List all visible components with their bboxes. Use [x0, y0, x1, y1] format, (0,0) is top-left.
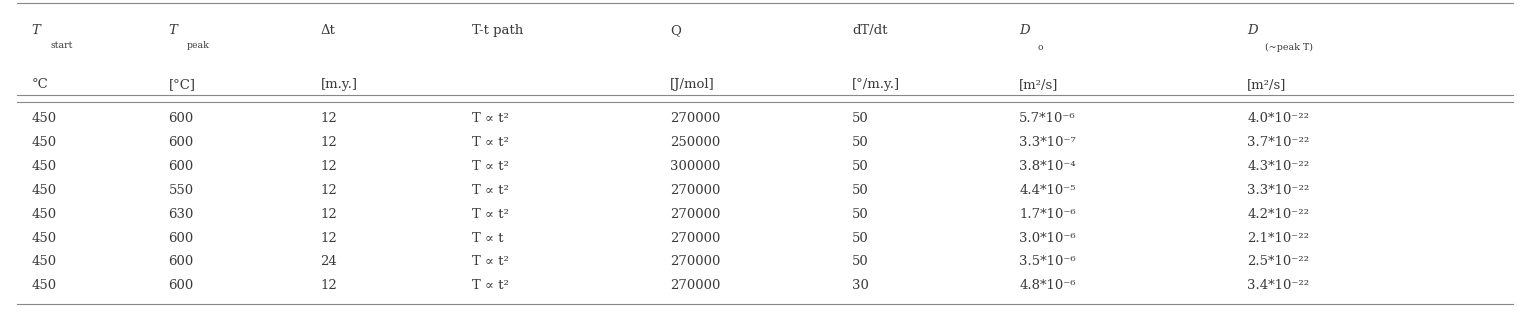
Text: 1.7*10⁻⁶: 1.7*10⁻⁶ [1020, 208, 1076, 221]
Text: [°C]: [°C] [169, 78, 195, 91]
Text: T ∝ t²: T ∝ t² [472, 256, 510, 268]
Text: 2.5*10⁻²²: 2.5*10⁻²² [1247, 256, 1309, 268]
Text: start: start [50, 41, 73, 50]
Text: T ∝ t²: T ∝ t² [472, 136, 510, 149]
Text: T ∝ t: T ∝ t [472, 231, 504, 245]
Text: T-t path: T-t path [472, 24, 524, 37]
Text: 5.7*10⁻⁶: 5.7*10⁻⁶ [1020, 112, 1076, 125]
Text: 450: 450 [32, 184, 56, 197]
Text: 50: 50 [852, 160, 869, 173]
Text: D: D [1020, 24, 1030, 37]
Text: [m.y.]: [m.y.] [321, 78, 358, 91]
Text: 2.1*10⁻²²: 2.1*10⁻²² [1247, 231, 1309, 245]
Text: 4.4*10⁻⁵: 4.4*10⁻⁵ [1020, 184, 1076, 197]
Text: 250000: 250000 [670, 136, 720, 149]
Text: 50: 50 [852, 112, 869, 125]
Text: 3.3*10⁻²²: 3.3*10⁻²² [1247, 184, 1309, 197]
Text: 600: 600 [169, 160, 193, 173]
Text: 600: 600 [169, 231, 193, 245]
Text: 3.0*10⁻⁶: 3.0*10⁻⁶ [1020, 231, 1076, 245]
Text: 12: 12 [321, 231, 338, 245]
Text: T ∝ t²: T ∝ t² [472, 279, 510, 292]
Text: 450: 450 [32, 256, 56, 268]
Text: 450: 450 [32, 136, 56, 149]
Text: 4.8*10⁻⁶: 4.8*10⁻⁶ [1020, 279, 1076, 292]
Text: T ∝ t²: T ∝ t² [472, 160, 510, 173]
Text: 4.3*10⁻²²: 4.3*10⁻²² [1247, 160, 1309, 173]
Text: 630: 630 [169, 208, 193, 221]
Text: 50: 50 [852, 184, 869, 197]
Text: D: D [1247, 24, 1257, 37]
Text: 270000: 270000 [670, 112, 720, 125]
Text: 450: 450 [32, 208, 56, 221]
Text: 270000: 270000 [670, 208, 720, 221]
Text: 50: 50 [852, 136, 869, 149]
Text: 12: 12 [321, 136, 338, 149]
Text: T ∝ t²: T ∝ t² [472, 112, 510, 125]
Text: 450: 450 [32, 231, 56, 245]
Text: 300000: 300000 [670, 160, 720, 173]
Text: 30: 30 [852, 279, 869, 292]
Text: [J/mol]: [J/mol] [670, 78, 715, 91]
Text: 600: 600 [169, 112, 193, 125]
Text: 12: 12 [321, 279, 338, 292]
Text: T: T [169, 24, 178, 37]
Text: 270000: 270000 [670, 256, 720, 268]
Text: Δt: Δt [321, 24, 335, 37]
Text: dT/dt: dT/dt [852, 24, 887, 37]
Text: °C: °C [32, 78, 49, 91]
Text: 24: 24 [321, 256, 338, 268]
Text: 270000: 270000 [670, 231, 720, 245]
Text: 12: 12 [321, 112, 338, 125]
Text: 450: 450 [32, 279, 56, 292]
Text: T ∝ t²: T ∝ t² [472, 184, 510, 197]
Text: 600: 600 [169, 279, 193, 292]
Text: 600: 600 [169, 256, 193, 268]
Text: 3.8*10⁻⁴: 3.8*10⁻⁴ [1020, 160, 1076, 173]
Text: 3.4*10⁻²²: 3.4*10⁻²² [1247, 279, 1309, 292]
Text: o: o [1038, 43, 1043, 52]
Text: 12: 12 [321, 160, 338, 173]
Text: peak: peak [187, 41, 210, 50]
Text: (~peak T): (~peak T) [1265, 43, 1313, 52]
Text: 3.5*10⁻⁶: 3.5*10⁻⁶ [1020, 256, 1076, 268]
Text: [m²/s]: [m²/s] [1247, 78, 1286, 91]
Text: T ∝ t²: T ∝ t² [472, 208, 510, 221]
Text: 450: 450 [32, 160, 56, 173]
Text: 3.7*10⁻²²: 3.7*10⁻²² [1247, 136, 1309, 149]
Text: T: T [32, 24, 41, 37]
Text: 50: 50 [852, 231, 869, 245]
Text: 270000: 270000 [670, 184, 720, 197]
Text: [°/m.y.]: [°/m.y.] [852, 78, 901, 91]
Text: 4.2*10⁻²²: 4.2*10⁻²² [1247, 208, 1309, 221]
Text: 4.0*10⁻²²: 4.0*10⁻²² [1247, 112, 1309, 125]
Text: Q: Q [670, 24, 680, 37]
Text: 50: 50 [852, 256, 869, 268]
Text: 270000: 270000 [670, 279, 720, 292]
Text: 450: 450 [32, 112, 56, 125]
Text: 600: 600 [169, 136, 193, 149]
Text: 550: 550 [169, 184, 193, 197]
Text: 12: 12 [321, 184, 338, 197]
Text: 50: 50 [852, 208, 869, 221]
Text: [m²/s]: [m²/s] [1020, 78, 1059, 91]
Text: 3.3*10⁻⁷: 3.3*10⁻⁷ [1020, 136, 1076, 149]
Text: 12: 12 [321, 208, 338, 221]
